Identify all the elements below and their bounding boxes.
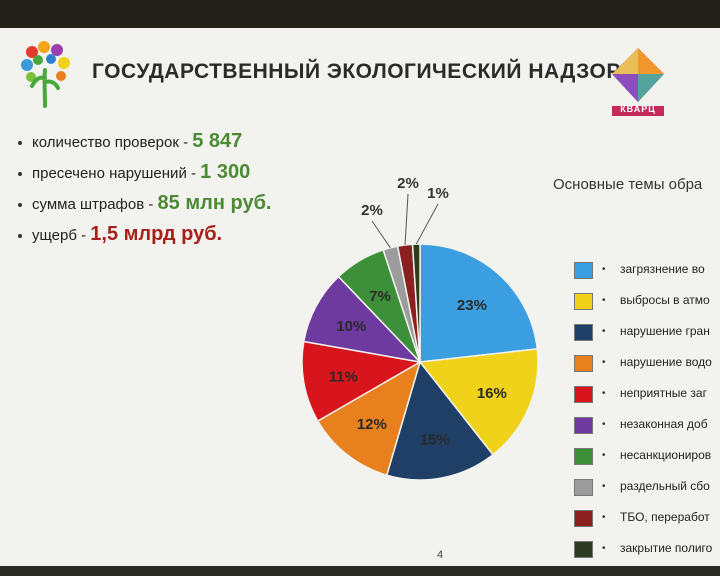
bullet-icon: • xyxy=(602,326,606,337)
legend-item: • ТБО, переработ xyxy=(574,506,720,537)
legend-item: • нарушение водо xyxy=(574,351,720,382)
page-number: 4 xyxy=(437,549,444,561)
slice-label: 1% xyxy=(427,185,449,202)
legend-swatch xyxy=(574,541,593,558)
legend-swatch xyxy=(574,479,593,496)
slice-label: 10% xyxy=(336,318,366,335)
bullet-icon: • xyxy=(602,264,606,275)
legend-item: • несанкциониров xyxy=(574,444,720,475)
slice-label: 23% xyxy=(457,297,487,314)
stat-label: сумма штрафов - xyxy=(32,196,158,213)
legend-swatch xyxy=(574,417,593,434)
monitor-frame-top xyxy=(0,0,720,28)
stat-label: пресечено нарушений - xyxy=(32,165,201,182)
slice-label: 12% xyxy=(357,416,387,433)
bullet-icon: • xyxy=(602,388,606,399)
legend-label: загрязнение во xyxy=(620,262,705,276)
stat-label: ущерб - xyxy=(32,227,91,244)
bullet-icon: • xyxy=(602,543,606,554)
legend-swatch xyxy=(574,293,593,310)
bullet-icon: • xyxy=(602,357,606,368)
bullet-icon xyxy=(18,172,22,177)
legend-label: раздельный сбо xyxy=(620,479,710,493)
legend-label: ТБО, переработ xyxy=(620,510,710,524)
stat-value: 85 млн руб. xyxy=(157,192,272,214)
legend-label: закрытие полиго xyxy=(620,541,713,555)
legend-item: • нарушение гран xyxy=(574,320,720,351)
stat-value: 1 300 xyxy=(200,161,251,183)
leader-line xyxy=(371,220,391,249)
legend-item: • раздельный сбо xyxy=(574,475,720,506)
pie-slice xyxy=(316,360,422,477)
stats-list: количество проверок - 5 847 пресечено на… xyxy=(18,130,271,254)
stat-value: 5 847 xyxy=(192,130,243,152)
leader-line xyxy=(415,203,439,245)
kvarc-logo-text: КВАРЦ xyxy=(620,104,656,114)
stat-inspections: количество проверок - 5 847 xyxy=(18,130,271,161)
slice-label: 15% xyxy=(420,431,450,448)
pie-slice xyxy=(385,360,494,481)
slice-label: 16% xyxy=(477,385,507,402)
legend-swatch xyxy=(574,324,593,341)
bullet-icon: • xyxy=(602,450,606,461)
slice-label: 2% xyxy=(361,202,383,219)
pie-slice xyxy=(411,243,421,363)
pie-slice xyxy=(302,275,423,364)
stat-value: 1,5 млрд руб. xyxy=(90,223,223,245)
legend-item: • загрязнение во xyxy=(574,258,720,289)
chart-legend: • загрязнение во • выбросы в атмо • нарушение… xyxy=(574,258,720,568)
bullet-icon xyxy=(18,234,22,239)
legend-title: Основные темы обра xyxy=(553,176,703,193)
legend-label: нарушение гран xyxy=(620,324,710,338)
legend-swatch xyxy=(574,355,593,372)
legend-label: несанкциониров xyxy=(620,448,712,462)
pie-slice xyxy=(418,348,539,456)
legend-label: неприятные заг xyxy=(620,386,707,400)
stat-label: количество проверок - xyxy=(32,134,193,151)
stat-damage: ущерб - 1,5 млрд руб. xyxy=(18,223,271,254)
legend-swatch xyxy=(574,510,593,527)
legend-item: • закрытие полиго xyxy=(574,537,720,568)
monitor-frame-bottom xyxy=(0,566,720,576)
bullet-icon: • xyxy=(602,481,606,492)
slice-label: 2% xyxy=(397,175,419,192)
legend-swatch xyxy=(574,262,593,279)
ecology-tree-logo xyxy=(21,41,70,108)
bullet-icon: • xyxy=(602,419,606,430)
pie-slice xyxy=(301,340,423,423)
bullet-icon: • xyxy=(602,295,606,306)
bullet-icon: • xyxy=(602,512,606,523)
stat-fines: сумма штрафов - 85 млн руб. xyxy=(18,192,271,223)
pie-slice xyxy=(419,243,539,363)
pie-chart: 23% 16% 15% 12% 11% 10%7% 2% 2% 1% xyxy=(301,175,539,481)
legend-item: • выбросы в атмо xyxy=(574,289,720,320)
legend-label: нарушение водо xyxy=(620,355,712,369)
legend-label: выбросы в атмо xyxy=(620,293,710,307)
slice-label: 11% xyxy=(329,369,358,386)
bullet-icon xyxy=(18,141,22,146)
legend-swatch xyxy=(574,448,593,465)
bullet-icon xyxy=(18,203,22,208)
legend-item: • неприятные заг xyxy=(574,382,720,413)
legend-swatch xyxy=(574,386,593,403)
slide-title: ГОСУДАРСТВЕННЫЙ ЭКОЛОГИЧЕСКИЙ НАДЗОР xyxy=(92,60,621,83)
legend-label: незаконная доб xyxy=(620,417,708,431)
kvarc-channel-logo xyxy=(612,48,664,116)
legend-item: • незаконная доб xyxy=(574,413,720,444)
slice-label: 7% xyxy=(369,288,391,305)
stat-violations: пресечено нарушений - 1 300 xyxy=(18,161,271,192)
leader-line xyxy=(404,193,409,245)
